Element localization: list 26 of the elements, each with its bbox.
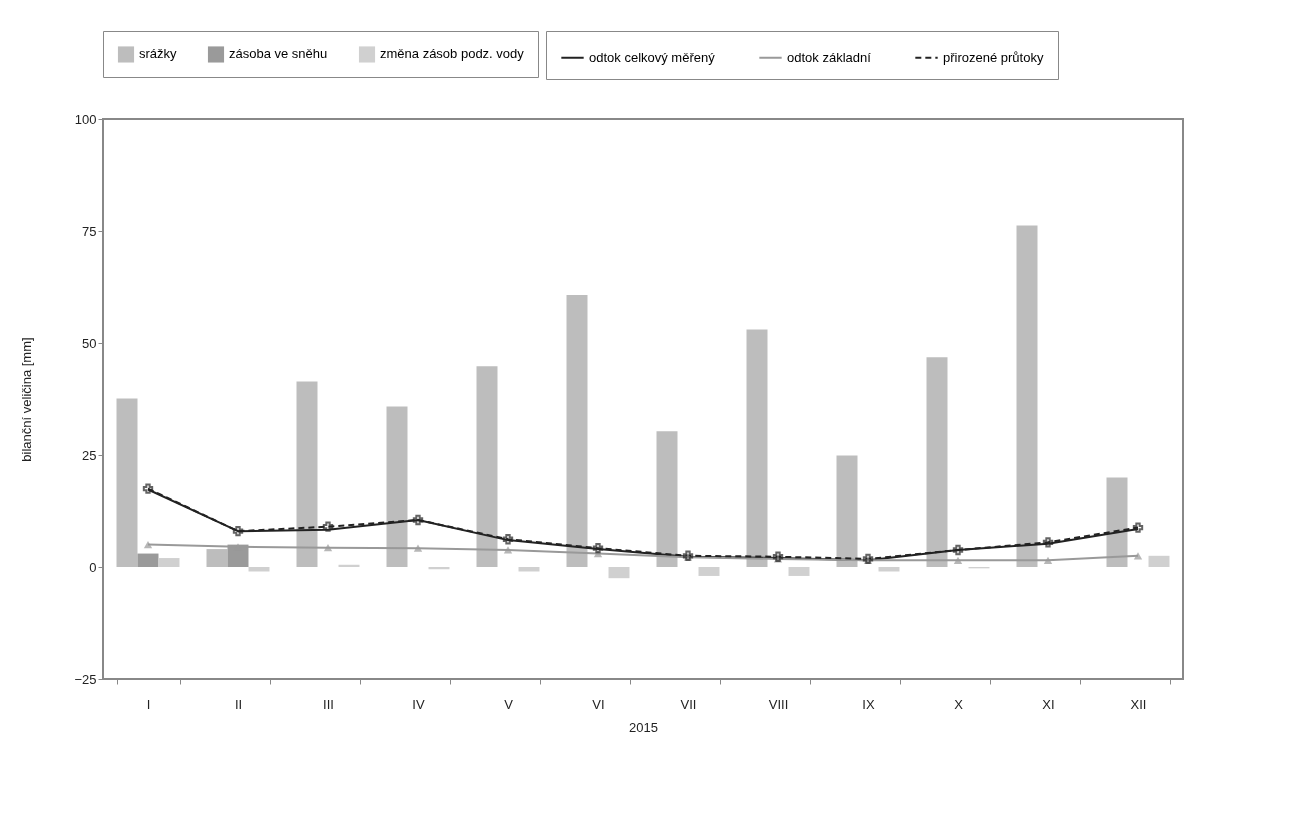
y-tick-label: 50: [82, 335, 97, 351]
legend-label: přirozené průtoky: [943, 49, 1044, 65]
x-tick-label: IX: [862, 696, 875, 712]
legend-label: srážky: [139, 46, 178, 62]
x-tick-label: III: [323, 696, 334, 712]
y-tick-label: 25: [82, 447, 97, 463]
x-tick-label: VIII: [768, 696, 789, 712]
legend-label: změna zásob podz. vody: [380, 46, 525, 62]
legend-label: zásoba ve sněhu: [229, 46, 328, 62]
y-tick-label: 75: [82, 223, 97, 239]
x-tick-label: VII: [680, 696, 697, 712]
x-tick-label: IV: [412, 696, 425, 712]
x-tick-label: II: [234, 696, 243, 712]
y-tick-label: −25: [74, 671, 97, 687]
x-tick-label: VI: [592, 696, 605, 712]
y-tick-label: 0: [89, 559, 97, 575]
y-axis-title: bilanční veličina [mm]: [19, 337, 35, 462]
x-tick-label: XII: [1130, 696, 1147, 712]
x-tick-label: XI: [1042, 696, 1055, 712]
x-tick-label: X: [954, 696, 964, 712]
x-axis-title: 2015: [629, 719, 658, 735]
x-tick-label: I: [146, 696, 151, 712]
legend-label: odtok základní: [787, 49, 872, 65]
x-tick-label: V: [504, 696, 514, 712]
y-tick-label: 100: [74, 111, 97, 127]
legend-label: odtok celkový měřený: [589, 49, 716, 65]
